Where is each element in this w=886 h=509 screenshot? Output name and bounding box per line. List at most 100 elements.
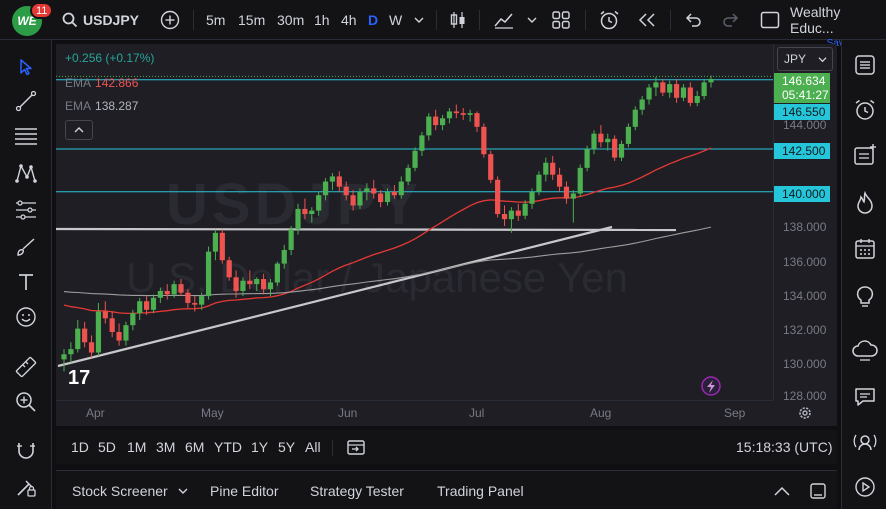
range-5d[interactable]: 5D [98, 439, 116, 455]
candle-body [570, 193, 576, 199]
timeframe-d[interactable]: D [368, 12, 379, 28]
undo-button[interactable] [684, 0, 702, 40]
timeframe-4h[interactable]: 4h [341, 12, 357, 28]
indicators-dropdown[interactable] [527, 0, 537, 40]
time-axis[interactable] [56, 400, 773, 426]
notification-count: 11 [36, 4, 48, 17]
range-5y[interactable]: 5Y [278, 439, 296, 455]
forecast-tool[interactable] [13, 197, 39, 223]
fib-tool[interactable] [13, 124, 39, 150]
rewind-icon [638, 13, 655, 27]
candle-body [68, 349, 74, 355]
price-axis[interactable] [773, 44, 837, 400]
hotlists-button[interactable] [850, 188, 880, 218]
candle-body [295, 208, 301, 230]
candle-body [371, 188, 377, 194]
chevron-down-icon [527, 17, 537, 23]
chart-settings-button[interactable] [797, 405, 813, 426]
goto-date-button[interactable] [346, 430, 366, 464]
broadcast-button[interactable] [850, 428, 880, 458]
lock-drawing-tool[interactable] [13, 474, 39, 500]
range-all[interactable]: All [305, 439, 321, 455]
chats-button[interactable] [850, 382, 880, 412]
help-button[interactable] [850, 472, 880, 502]
tab-stock-screener[interactable]: Stock Screener [72, 471, 188, 509]
notification-badge[interactable]: 11 [30, 2, 54, 19]
collapse-legend-button[interactable] [65, 120, 93, 140]
magnet-tool[interactable] [13, 438, 39, 464]
range-1m[interactable]: 1M [127, 439, 147, 455]
text-tool[interactable] [13, 269, 39, 295]
timeframe-1h[interactable]: 1h [314, 12, 330, 28]
candle-body [646, 87, 652, 100]
ideas-button[interactable] [850, 282, 880, 312]
range-3m[interactable]: 3M [156, 439, 176, 455]
maximize-panel-button[interactable] [809, 471, 827, 509]
redo-button[interactable] [722, 0, 740, 40]
ema-value: 138.287 [95, 99, 139, 113]
fire-icon [857, 191, 873, 214]
layouts-button[interactable] [552, 0, 570, 40]
tab-pine-editor[interactable]: Pine Editor [210, 482, 279, 499]
brush-tool[interactable] [13, 234, 39, 260]
save-link[interactable]: Save [826, 38, 850, 49]
calendar-button[interactable] [850, 234, 880, 264]
bar-countdown: 05:41:27 [782, 88, 829, 102]
tab-trading-panel[interactable]: Trading Panel [437, 482, 524, 499]
chart-type-button[interactable] [449, 0, 467, 40]
cursor-tool[interactable] [13, 54, 39, 80]
symbol-search[interactable]: USDJPY [62, 0, 139, 40]
timeframe-w[interactable]: W [389, 12, 403, 28]
timeframe-dropdown[interactable] [414, 0, 424, 40]
trend-line-tool[interactable] [13, 88, 39, 114]
streams-button[interactable] [850, 336, 880, 366]
user-menu[interactable]: Wealthy Educ... Save [790, 4, 886, 52]
tradingview-logo: 17 [68, 367, 90, 389]
utc-clock[interactable]: 15:18:33 (UTC) [736, 439, 833, 455]
range-1y[interactable]: 1Y [251, 439, 269, 455]
candle-body [302, 208, 308, 215]
alerts-button[interactable] [850, 95, 880, 125]
ema-fast-line [63, 147, 712, 315]
timeframe-5m[interactable]: 5m [206, 12, 226, 28]
replay-button[interactable] [637, 0, 657, 40]
timeframe-15m[interactable]: 15m [238, 12, 266, 28]
candle-body [378, 193, 384, 203]
ema-legend-2[interactable]: EMA 138.287 [65, 99, 138, 113]
compare-button[interactable] [160, 0, 180, 40]
tab-strategy-tester[interactable]: Strategy Tester [310, 482, 404, 499]
watchlist-button[interactable] [850, 50, 880, 80]
range-1d[interactable]: 1D [71, 439, 89, 455]
measure-tool[interactable] [13, 354, 39, 380]
candle-body [102, 311, 108, 319]
candle-body [130, 313, 136, 326]
candle-body [192, 302, 198, 305]
candle-body [632, 109, 638, 127]
currency-select[interactable]: JPY [777, 47, 833, 71]
zoom-tool[interactable] [13, 389, 39, 415]
candle-body [467, 113, 473, 115]
calendar-arrow-icon [347, 440, 365, 455]
range-ytd[interactable]: YTD [214, 439, 242, 455]
indicators-button[interactable] [493, 0, 515, 40]
time-tick: Jul [469, 406, 485, 420]
maximize-icon [810, 482, 826, 499]
pattern-tool[interactable] [13, 160, 39, 186]
timeframe-30m[interactable]: 30m [277, 12, 305, 28]
fullscreen-button[interactable] [760, 0, 780, 40]
price-tick: 132.000 [783, 323, 827, 337]
emoji-tool[interactable] [13, 304, 39, 330]
data-window-button[interactable] [850, 140, 880, 170]
expand-panel-button[interactable] [773, 471, 791, 509]
candle-body [605, 138, 611, 143]
range-6m[interactable]: 6M [185, 439, 205, 455]
candle-body [474, 113, 480, 127]
ema-legend-1[interactable]: EMA 142.866 [65, 76, 138, 90]
current-price-tag: 146.634 05:41:27 [774, 73, 830, 103]
chart-pane[interactable]: USDJPY U.S. Dollar / Japanese Yen 17 [55, 44, 837, 426]
trend-line [57, 225, 613, 368]
redo-icon [723, 13, 739, 27]
alert-button[interactable] [598, 0, 620, 40]
candle-body [673, 84, 680, 98]
